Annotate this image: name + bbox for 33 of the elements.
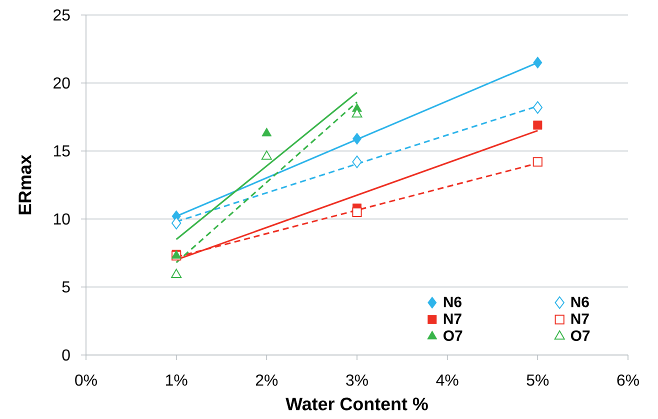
y-tick-label: 10 <box>54 213 70 225</box>
point <box>261 150 272 160</box>
point <box>352 156 362 168</box>
y-tick-label: 0 <box>62 349 70 361</box>
x-tick-label: 3% <box>346 374 368 386</box>
x-tick-label: 5% <box>526 374 549 386</box>
legend-label: N6 <box>571 296 589 308</box>
x-tick-label: 2% <box>256 374 278 386</box>
point <box>352 132 362 145</box>
point <box>533 56 542 69</box>
legend-label: N6 <box>444 296 462 308</box>
point <box>352 108 362 118</box>
point <box>171 268 182 278</box>
point <box>532 101 543 114</box>
point <box>352 207 362 217</box>
point <box>262 128 272 136</box>
legend-label: O7 <box>570 330 590 341</box>
legend-label: N7 <box>571 314 589 324</box>
x-tick-label: 6% <box>617 374 639 386</box>
y-tick-label: 20 <box>54 77 70 89</box>
x-tick-label: 4% <box>436 374 458 386</box>
point <box>171 216 182 230</box>
y-axis-title: ERmax <box>18 154 32 214</box>
x-tick-label: 1% <box>166 374 188 386</box>
y-tick-label: 15 <box>54 145 70 157</box>
x-axis-title: Water Content % <box>286 398 428 410</box>
legend-label: N7 <box>444 314 462 324</box>
y-tick-label: 5 <box>62 281 70 293</box>
x-tick-label: 0% <box>75 374 97 386</box>
y-tick-label: 25 <box>54 9 70 21</box>
point <box>533 120 542 130</box>
point <box>532 157 542 167</box>
legend-label: O7 <box>444 330 462 341</box>
